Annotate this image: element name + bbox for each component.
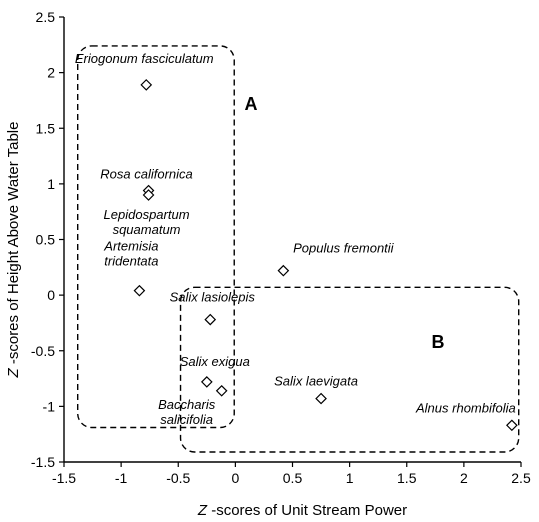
y-tick-label: -1	[43, 398, 56, 414]
data-points: Eriogonum fasciculatum Rosa californica Le…	[75, 51, 518, 432]
point-label: tridentata	[104, 254, 158, 269]
x-tick-label: 2	[460, 470, 468, 486]
y-tick-label: 1	[47, 176, 55, 192]
axes: -1.5 -1 -0.5 0 0.5 1 1.5 2 2.5 -1.5 -1 -0.5 0 0.5 1 1.5…	[31, 9, 531, 486]
y-tick-label: -0.5	[31, 343, 55, 359]
data-point	[277, 264, 290, 277]
y-tick-label: 0.5	[36, 232, 56, 248]
data-point	[315, 392, 327, 405]
point-label: Baccharis	[158, 397, 216, 412]
x-tick-label: 0.5	[283, 470, 303, 486]
x-tick-label: -1.5	[52, 470, 76, 486]
group-label-b: B	[432, 332, 445, 352]
y-axis-title-italic: Z	[5, 367, 22, 378]
point-label: Artemisia	[103, 239, 158, 254]
point-label: Salix lasiolepis	[170, 290, 256, 305]
y-tick-label: 2	[47, 65, 55, 81]
y-tick-label: 1.5	[36, 120, 56, 136]
data-point	[142, 189, 155, 201]
point-label: Alnus rhombifolia	[415, 400, 516, 415]
group-label-a: A	[245, 94, 258, 114]
x-axis-title-italic: Z	[197, 502, 208, 519]
data-point	[140, 79, 153, 91]
x-tick-label: -0.5	[166, 470, 190, 486]
y-tick-label: 2.5	[36, 9, 56, 25]
data-point	[200, 376, 213, 388]
x-axis-title-rest: -scores of Unit Stream Power	[207, 502, 407, 519]
group-box-a	[77, 45, 235, 429]
point-label: Salix laevigata	[274, 374, 358, 389]
point-label: Rosa californica	[100, 167, 193, 182]
data-point	[204, 313, 217, 326]
x-tick-label: 1.5	[397, 470, 417, 486]
group-box-b	[179, 286, 520, 453]
x-tick-label: -1	[115, 470, 128, 486]
point-label: Salix exigua	[180, 354, 250, 369]
x-tick-label: 1	[346, 470, 354, 486]
data-point	[215, 384, 228, 397]
point-label: squamatum	[113, 222, 181, 237]
x-axis-title: Z -scores of Unit Stream Power	[197, 502, 407, 519]
y-axis-title-rest: -scores of Height Above Water Table	[5, 122, 22, 369]
x-tick-label: 0	[231, 470, 239, 486]
y-tick-label: -1.5	[31, 454, 55, 470]
point-label: Lepidospartum	[104, 207, 190, 222]
group-boxes: AB	[77, 45, 520, 453]
data-point	[506, 419, 518, 432]
data-point	[133, 284, 146, 297]
point-label: salicifolia	[160, 412, 213, 427]
y-tick-label: 0	[47, 287, 55, 303]
y-axis-title: Z -scores of Height Above Water Table	[5, 122, 22, 379]
point-label: Eriogonum fasciculatum	[75, 51, 214, 66]
point-label: Populus fremontii	[293, 241, 395, 256]
x-tick-label: 2.5	[511, 470, 531, 486]
